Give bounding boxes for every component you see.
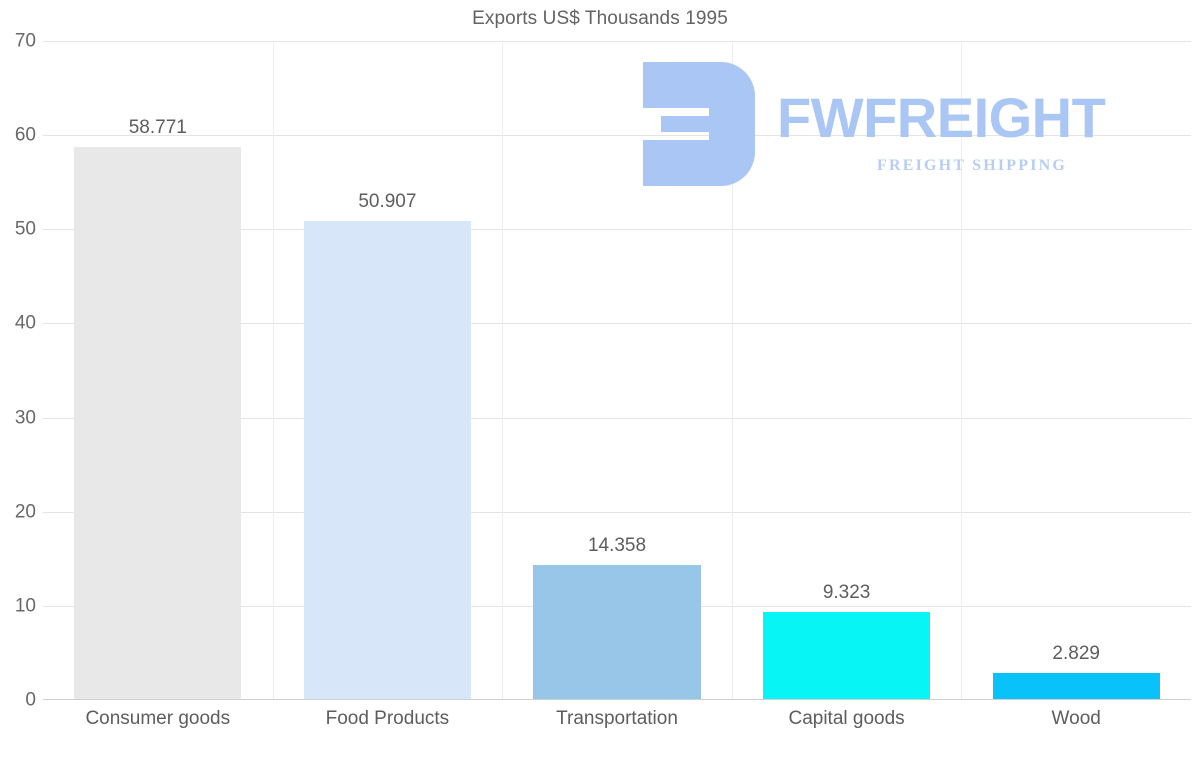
y-axis-tick-label: 50 (14, 218, 36, 240)
bar-value-label: 50.907 (358, 190, 417, 212)
x-axis-tick-label: Capital goods (788, 708, 905, 729)
gridline-horizontal (43, 41, 1191, 42)
plot-area (43, 41, 1191, 700)
y-axis-tick-label: 60 (14, 124, 36, 146)
gridline-vertical (273, 41, 274, 700)
bar[interactable] (303, 220, 471, 700)
bar-value-label: 9.323 (822, 582, 871, 604)
gridline-vertical (961, 41, 962, 700)
bar-value-label: 2.829 (1052, 643, 1100, 665)
bar-value-label: 14.358 (587, 534, 647, 556)
y-axis-tick-label: 10 (14, 595, 36, 617)
x-axis: Consumer goods Food Products Transportatio… (43, 708, 1191, 748)
bar[interactable] (992, 673, 1160, 700)
bar[interactable] (74, 146, 242, 700)
gridline-vertical (732, 41, 733, 700)
x-axis-tick-label: Food Products (325, 708, 450, 729)
x-axis-baseline (43, 699, 1191, 700)
chart-title: Exports US$ Thousands 1995 (472, 8, 728, 29)
x-axis-tick-label: Transportation (556, 708, 678, 729)
gridline-vertical (502, 41, 503, 700)
y-axis-tick-label: 70 (14, 30, 36, 52)
x-axis-tick-label: Wood (1051, 708, 1101, 729)
gridline-horizontal (43, 323, 1191, 325)
gridline-horizontal (43, 135, 1191, 137)
bar[interactable] (533, 564, 701, 700)
y-axis-tick-label: 30 (14, 407, 36, 429)
gridline-horizontal (43, 511, 1191, 513)
y-axis-tick-label: 0 (25, 689, 36, 711)
bar-value-label: 58.771 (128, 116, 187, 138)
x-axis-tick-label: Consumer goods (85, 708, 231, 729)
y-axis-tick-label: 40 (14, 312, 36, 334)
y-axis: 0 10 20 30 40 50 60 70 (0, 32, 36, 710)
gridline-horizontal (43, 417, 1191, 419)
bar[interactable] (763, 612, 931, 700)
gridline-horizontal (43, 229, 1191, 231)
y-axis-tick-label: 20 (14, 501, 36, 523)
